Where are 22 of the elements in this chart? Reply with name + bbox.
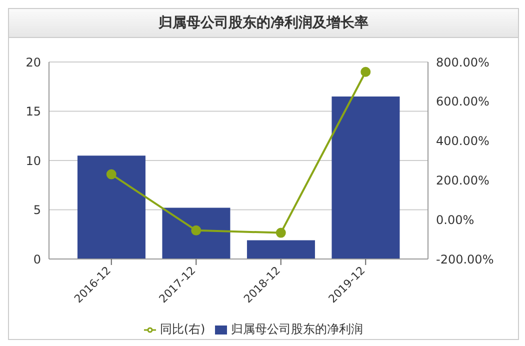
bar <box>162 208 230 259</box>
chart-title: 归属母公司股东的净利润及增长率 <box>9 9 518 38</box>
point <box>106 169 116 180</box>
y2-tick-label: 400.00% <box>436 134 490 148</box>
y-tick-label: 5 <box>33 203 41 218</box>
y-tick-label: 20 <box>26 55 41 70</box>
y2-tick-label: -200.00% <box>436 252 494 266</box>
y2-tick-label: 800.00% <box>436 55 490 70</box>
bar <box>77 156 146 259</box>
y-tick-label: 15 <box>26 104 41 119</box>
legend-label: 归属母公司股东的净利润 <box>231 322 364 336</box>
legend-label: 同比(右) <box>160 322 206 336</box>
point <box>276 228 286 238</box>
y2-tick-label: 600.00% <box>436 94 490 109</box>
point <box>360 66 371 77</box>
y-tick-label: 0 <box>33 252 41 266</box>
bar <box>332 96 400 259</box>
point <box>191 225 202 236</box>
y2-tick-label: 0.00% <box>436 212 474 227</box>
bar <box>246 240 315 259</box>
y-tick-label: 10 <box>26 154 41 168</box>
y2-tick-label: 200.00% <box>436 173 490 188</box>
